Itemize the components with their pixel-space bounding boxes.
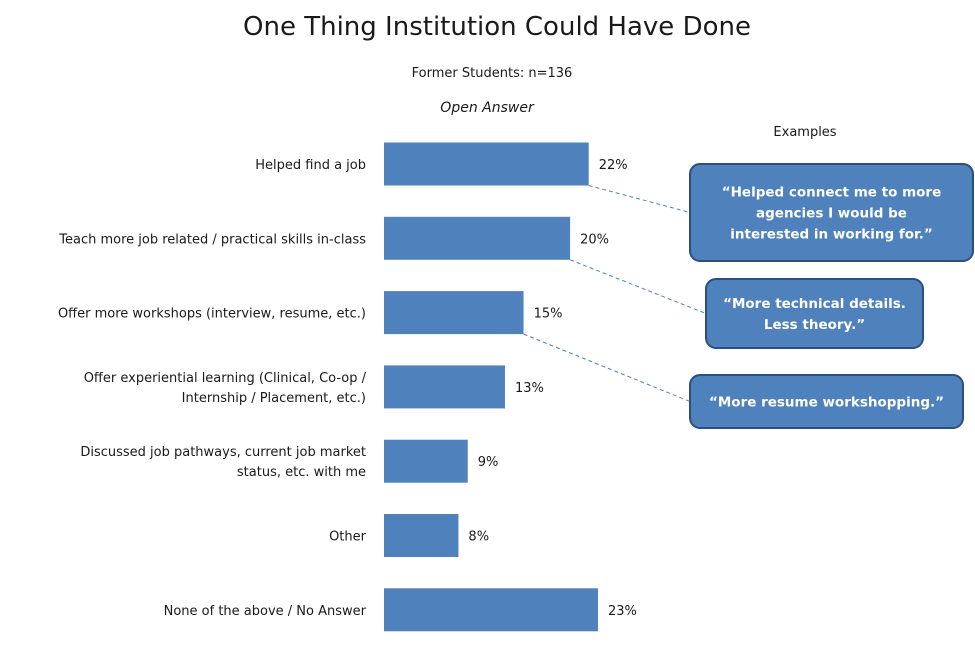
category-label-3-line-1: Internship / Placement, etc.) [182, 391, 366, 406]
category-label-4-line-0: Discussed job pathways, current job mark… [80, 445, 366, 460]
category-labels: Helped find a job Teach more job related … [58, 158, 367, 619]
callouts: “Helped connect me to more agencies I wou… [689, 163, 974, 429]
callout-1-line-1: Less theory.” [764, 317, 865, 333]
value-label-5: 8% [468, 530, 489, 545]
chart-note: Open Answer [440, 100, 535, 116]
callout-box-2 [689, 374, 964, 429]
category-label-6-line-0: None of the above / No Answer [164, 604, 367, 619]
bar-0 [384, 142, 589, 186]
callout-0-line-0: “Helped connect me to more [722, 185, 941, 201]
category-label-3-line-0: Offer experiential learning (Clinical, C… [84, 371, 367, 386]
category-label-0: Helped find a job [255, 158, 366, 173]
leader-lines [523, 185, 707, 402]
value-labels: 22% 20% 15% 13% 9% 8% 23% [468, 158, 636, 619]
category-label-1-line-0: Teach more job related / practical skill… [58, 232, 366, 247]
callout-0: “Helped connect me to more agencies I wou… [689, 163, 974, 262]
leader-line-2 [523, 333, 691, 402]
category-label-4: Discussed job pathways, current job mark… [80, 445, 366, 480]
category-label-2-line-0: Offer more workshops (interview, resume,… [58, 307, 366, 322]
leader-line-0 [588, 185, 691, 213]
bar-5 [384, 514, 459, 557]
callout-0-line-1: agencies I would be [756, 206, 907, 222]
chart-title: One Thing Institution Could Have Done [243, 12, 751, 42]
callout-2-line-0: “More resume workshopping.” [709, 395, 944, 411]
callout-2: “More resume workshopping.” [689, 374, 964, 429]
category-label-2: Offer more workshops (interview, resume,… [58, 307, 366, 322]
callout-text-0: “Helped connect me to more agencies I wou… [722, 185, 941, 243]
category-label-0-line-0: Helped find a job [255, 158, 366, 173]
chart-subtitle: Former Students: n=136 [412, 66, 573, 81]
category-label-5: Other [329, 530, 367, 545]
callout-text-1: “More technical details. Less theory.” [723, 296, 906, 333]
value-label-4: 9% [478, 455, 499, 470]
value-label-0: 22% [599, 158, 628, 173]
examples-heading: Examples [773, 125, 836, 140]
callout-text-2: “More resume workshopping.” [709, 395, 944, 411]
callout-1-line-0: “More technical details. [723, 296, 906, 312]
leader-line-1 [569, 259, 707, 314]
category-label-5-line-0: Other [329, 530, 367, 545]
callout-box-0 [689, 163, 974, 262]
bar-6 [384, 588, 598, 632]
value-label-3: 13% [515, 381, 544, 396]
category-label-1: Teach more job related / practical skill… [58, 232, 366, 247]
callout-1: “More technical details. Less theory.” [705, 278, 924, 349]
bar-1 [384, 216, 571, 260]
callout-0-line-2: interested in working for.” [730, 227, 932, 243]
category-label-4-line-1: status, etc. with me [237, 465, 366, 480]
bars [384, 142, 598, 632]
category-label-3: Offer experiential learning (Clinical, C… [84, 371, 367, 406]
bar-4 [384, 439, 468, 483]
value-label-1: 20% [580, 232, 609, 247]
callout-box-1 [705, 278, 924, 349]
bar-3 [384, 365, 505, 409]
value-label-6: 23% [608, 604, 637, 619]
category-label-6: None of the above / No Answer [164, 604, 367, 619]
value-label-2: 15% [534, 307, 563, 322]
bar-2 [384, 291, 524, 335]
